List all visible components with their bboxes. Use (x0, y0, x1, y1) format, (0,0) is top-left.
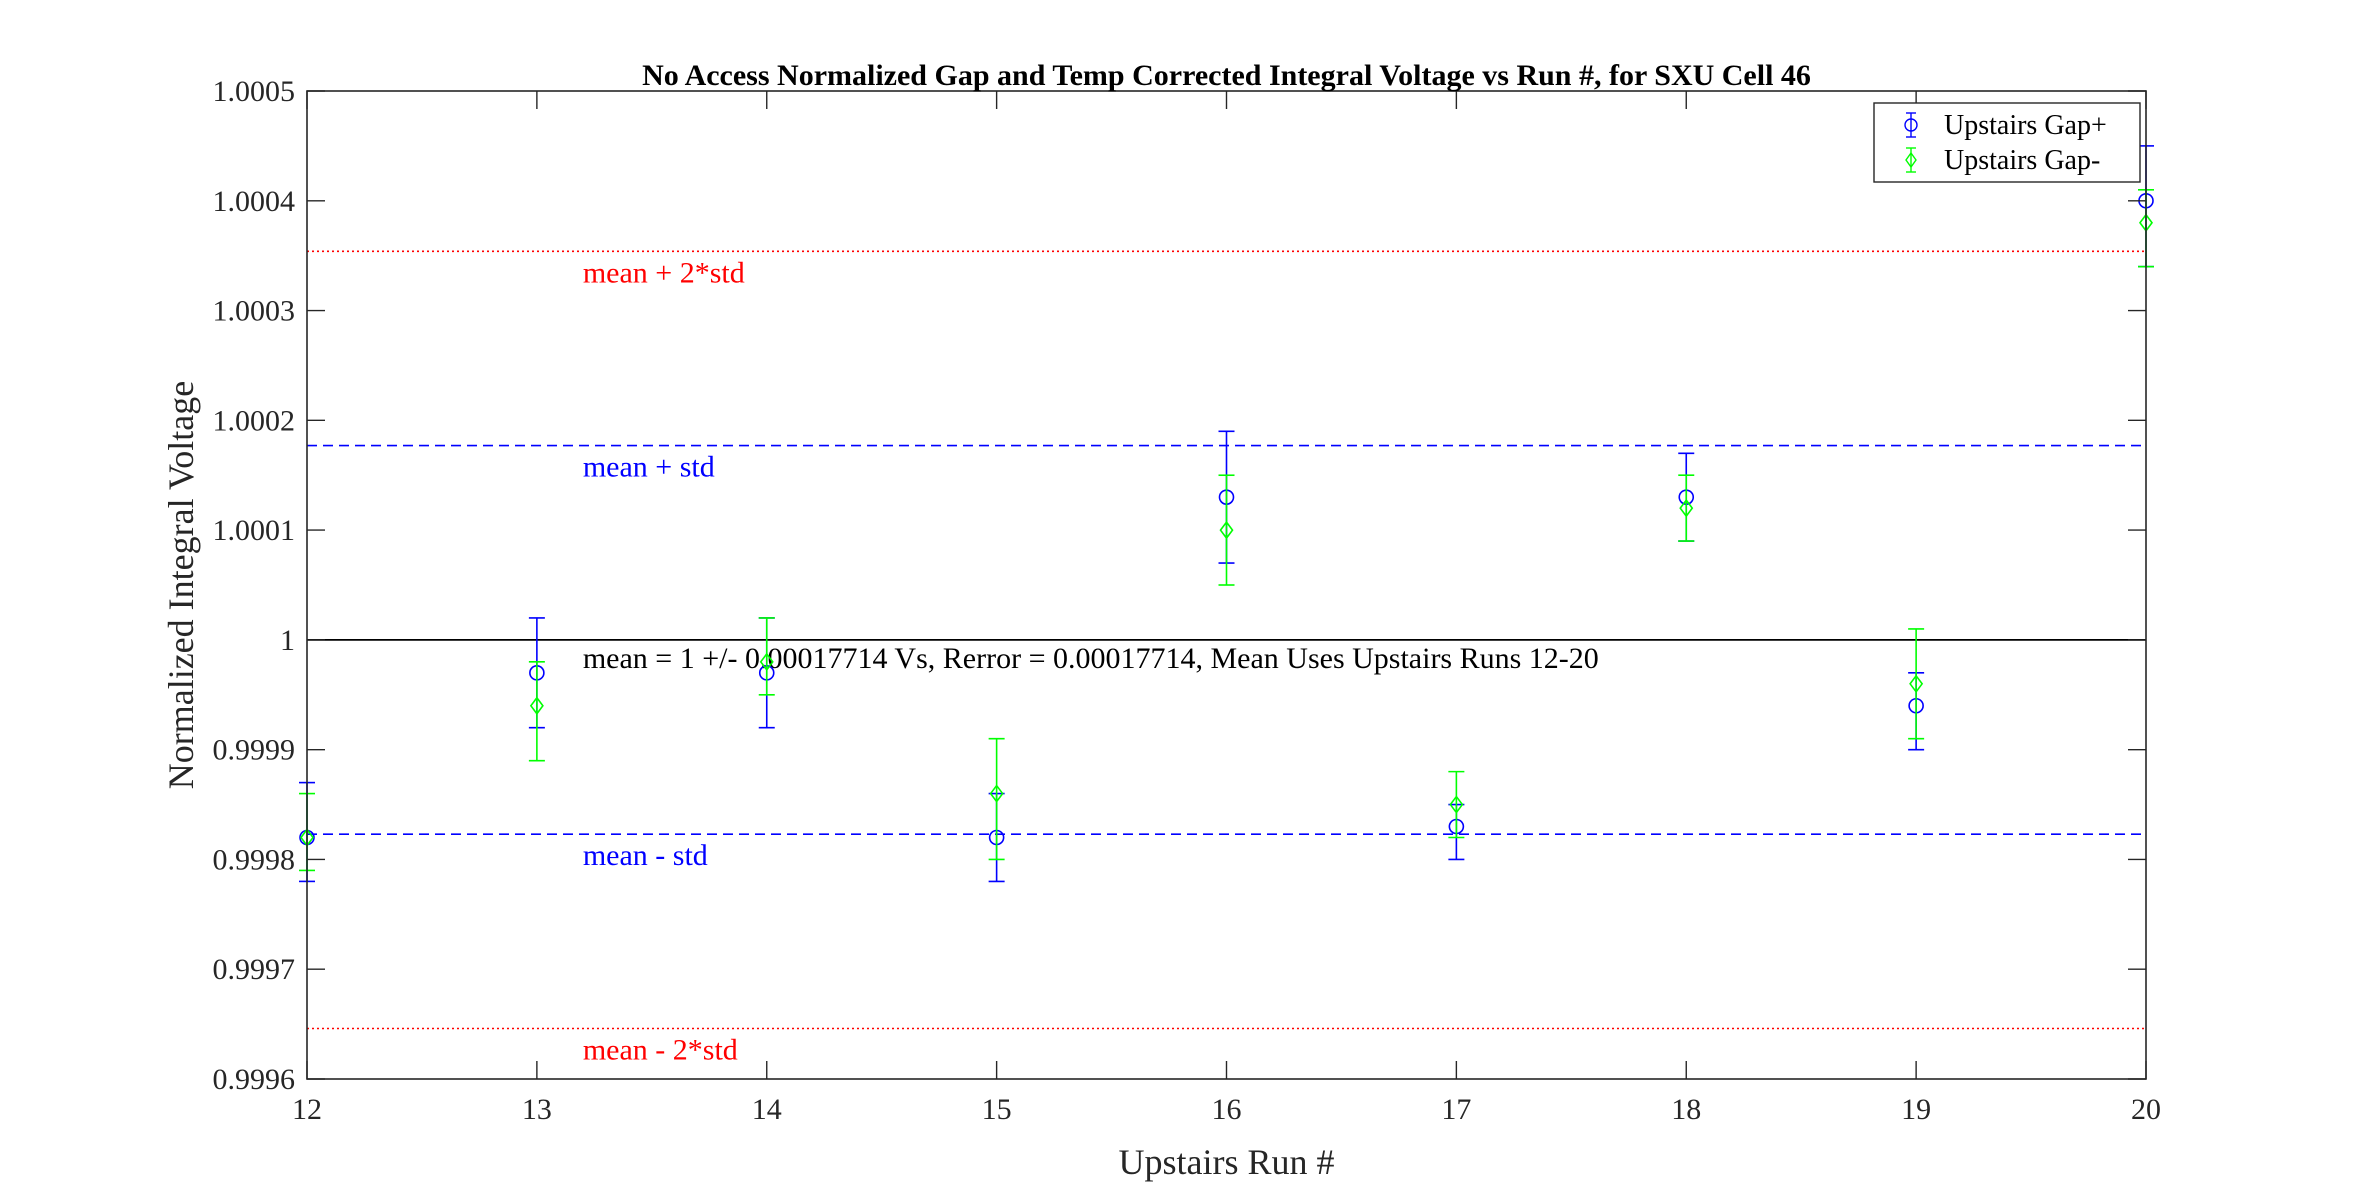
reference-line-label-0: mean + 2*std (583, 256, 745, 289)
x-tick-label-4: 16 (1212, 1093, 1242, 1126)
x-tick-label-8: 20 (2131, 1093, 2161, 1126)
y-tick-label-4: 1 (280, 624, 295, 657)
y-tick-label-6: 1.0002 (213, 404, 296, 437)
reference-line-label-1: mean + std (583, 451, 715, 484)
x-tick-label-1: 13 (522, 1093, 552, 1126)
mean-annotation: mean = 1 +/- 0.00017714 Vs, Rerror = 0.0… (583, 642, 1599, 675)
x-tick-label-7: 19 (1901, 1093, 1931, 1126)
x-tick-label-5: 17 (1441, 1093, 1471, 1126)
y-tick-label-5: 1.0001 (213, 514, 296, 547)
data-point-1-6 (1679, 498, 1694, 518)
data-point-1-5 (1449, 795, 1464, 814)
legend: Upstairs Gap+ Upstairs Gap- (1873, 102, 2141, 183)
legend-label-0: Upstairs Gap+ (1944, 110, 2107, 141)
data-point-1-2 (759, 652, 774, 672)
x-tick-label-0: 12 (292, 1093, 322, 1126)
y-axis-title: Normalized Integral Voltage (161, 381, 201, 790)
y-tick-label-2: 0.9998 (213, 843, 296, 876)
y-tick-label-1: 0.9997 (213, 953, 296, 986)
reference-line-label-3: mean - std (583, 839, 708, 872)
x-tick-label-6: 18 (1671, 1093, 1701, 1126)
legend-marker-1 (1905, 151, 1917, 169)
data-point-1-7 (1909, 674, 1924, 694)
x-axis-title: Upstairs Run # (1119, 1142, 1335, 1182)
legend-marker-0 (1904, 118, 1918, 132)
reference-line-label-4: mean - 2*std (583, 1034, 738, 1067)
data-point-1-3 (989, 784, 1004, 803)
y-tick-label-8: 1.0004 (213, 185, 296, 218)
legend-box (1873, 102, 2141, 183)
y-tick-label-7: 1.0003 (213, 295, 296, 328)
data-point-1-1 (529, 696, 544, 716)
chart-title: No Access Normalized Gap and Temp Correc… (642, 59, 1811, 92)
y-tick-label-3: 0.9999 (213, 734, 296, 767)
y-tick-label-9: 1.0005 (213, 75, 296, 108)
x-tick-label-2: 14 (752, 1093, 782, 1126)
y-tick-label-0: 0.9996 (213, 1063, 296, 1096)
plot-area: mean + 2*std mean + std mean - std mean - 2… (161, 59, 2161, 1182)
legend-label-1: Upstairs Gap- (1944, 145, 2100, 176)
x-tick-label-3: 15 (982, 1093, 1012, 1126)
data-point-1-4 (1219, 520, 1234, 540)
